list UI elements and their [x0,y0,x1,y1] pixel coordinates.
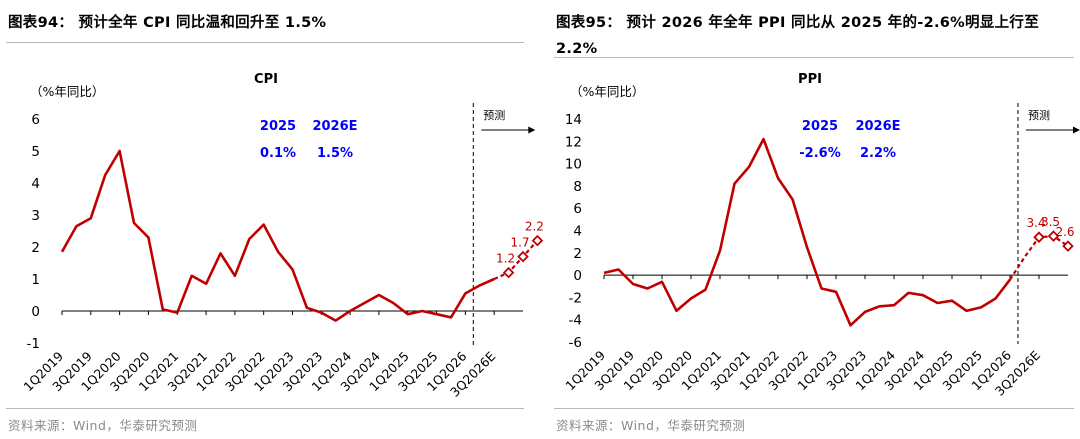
y-tick-label: 4 [31,176,40,192]
y-tick-label: 0 [573,268,582,284]
y-tick-label: 14 [565,112,582,128]
forecast-point-marker [1062,240,1074,252]
cpi-figure: 图表94： 预计全年 CPI 同比温和回升至 1.5% CPI （%年同比） -1 0… [0,0,544,439]
title-divider [6,42,524,43]
figure-title: 图表94： 预计全年 CPI 同比温和回升至 1.5% [8,15,327,31]
annotation-value: 2.2% [860,146,896,161]
source-divider [554,408,1074,409]
forecast-label: 预测 [1028,109,1050,122]
y-tick-label: 12 [565,134,582,150]
figure-title: 图表95： 预计 2026 年全年 PPI 同比从 2025 年的-2.6%明显… [556,15,1040,57]
y-tick-label: 5 [31,144,40,160]
forecast-data-label: 1.2 [496,252,515,266]
y-tick-label: 6 [31,112,40,128]
y-tick-label: -4 [569,313,582,329]
y-tick-label: -6 [569,335,582,351]
forecast-data-label: 2.2 [525,220,544,234]
y-axis-label: （%年同比） [570,84,644,99]
forecast-data-label: 2.6 [1055,225,1074,239]
annotation-value: 0.1% [260,146,296,161]
y-tick-label: 1 [31,272,40,288]
forecast-label: 预测 [483,109,505,122]
annotation-year: 2025 [260,119,296,134]
y-tick-label: 0 [31,304,40,320]
source-note: 资料来源：Wind，华泰研究预测 [8,418,198,433]
forecast-data-label: 1.7 [510,236,529,250]
forecast-series-line [493,239,539,281]
y-tick-label: 10 [565,157,582,173]
y-tick-label: 2 [573,246,582,262]
forecast-point-marker [531,234,544,247]
y-tick-label: 4 [573,224,582,240]
forecast-point-marker [1047,230,1060,242]
annotation-value: 1.5% [317,146,353,161]
actual-series-line [60,149,495,322]
chart-title: CPI [254,72,278,87]
source-divider [6,408,524,409]
forecast-data-label: 3.4 [1026,216,1045,230]
ppi-figure: 图表95： 预计 2026 年全年 PPI 同比从 2025 年的-2.6%明显… [548,0,1080,439]
y-tick-label: 8 [573,179,582,195]
annotation-year: 2025 [802,119,838,134]
title-divider [554,57,1074,58]
forecast-point-marker [502,266,515,279]
y-tick-label: -2 [569,290,582,306]
annotation-year: 2026E [855,119,900,134]
forecast-data-label: 3.5 [1041,215,1060,229]
chart-title: PPI [798,72,822,87]
y-tick-label: 3 [31,208,40,224]
y-tick-label: -1 [27,336,40,352]
y-tick-label: 2 [31,240,40,256]
ppi-chart: PPI（%年同比）-6-4-2024681012141Q20193Q20191Q… [562,72,1080,399]
forecast-point-marker [1033,231,1045,243]
forecast-point-marker [517,250,529,263]
source-note: 资料来源：Wind，华泰研究预测 [556,418,746,433]
annotation-value: -2.6% [799,146,840,161]
annotation-year: 2026E [312,119,357,134]
forecast-arrow-head [1072,126,1080,134]
forecast-arrow-head [528,126,536,134]
cpi-chart: CPI（%年同比）-101234561Q20193Q20191Q20203Q20… [20,72,544,400]
y-tick-label: 6 [573,201,582,217]
y-axis-label: （%年同比） [30,84,104,99]
actual-series-line [603,137,1012,327]
